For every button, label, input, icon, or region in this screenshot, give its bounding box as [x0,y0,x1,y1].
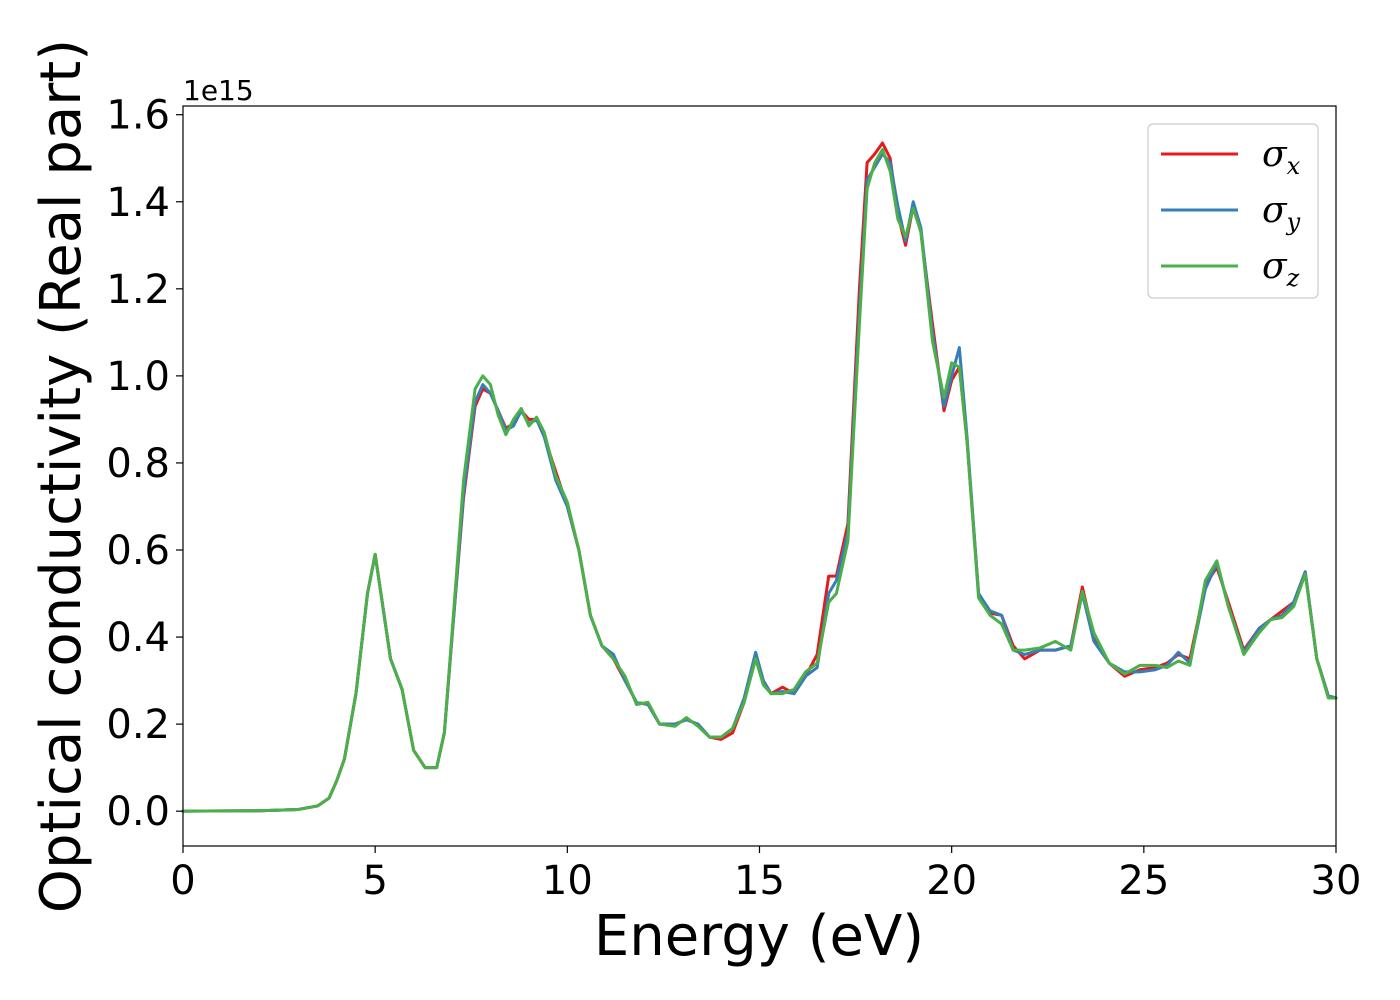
x-tick-label: 25 [1118,858,1169,904]
x-axis-title: Energy (eV) [594,904,924,969]
x-axis: 0 5 10 15 20 25 30 [170,846,1361,904]
y-tick-label: 1.6 [106,93,170,139]
x-tick-label: 0 [170,858,195,904]
series-line-z [181,148,1338,813]
y-tick-label: 0.0 [106,789,170,835]
y-tick-label: 0.4 [106,615,170,661]
x-tick-label: 20 [926,858,977,904]
x-tick-label: 30 [1311,858,1362,904]
y-tick-label: 0.2 [106,702,170,748]
y-axis-title: Optical conductivity (Real part) [29,39,94,913]
plot-background [183,106,1336,846]
x-tick-label: 15 [734,858,785,904]
y-axis: 0.0 0.2 0.4 0.6 0.8 1.0 1.2 1.4 1.6 [106,93,183,835]
y-tick-label: 1.4 [106,180,170,226]
series-layer [181,141,1338,813]
x-tick-label: 10 [542,858,593,904]
y-tick-label: 1.0 [106,354,170,400]
y-tick-label: 1.2 [106,267,170,313]
y-tick-label: 0.6 [106,528,170,574]
x-tick-label: 5 [362,858,387,904]
y-offset-label: 1e15 [183,74,254,107]
y-tick-label: 0.8 [106,441,170,487]
legend-label-y: σy [1262,190,1301,236]
